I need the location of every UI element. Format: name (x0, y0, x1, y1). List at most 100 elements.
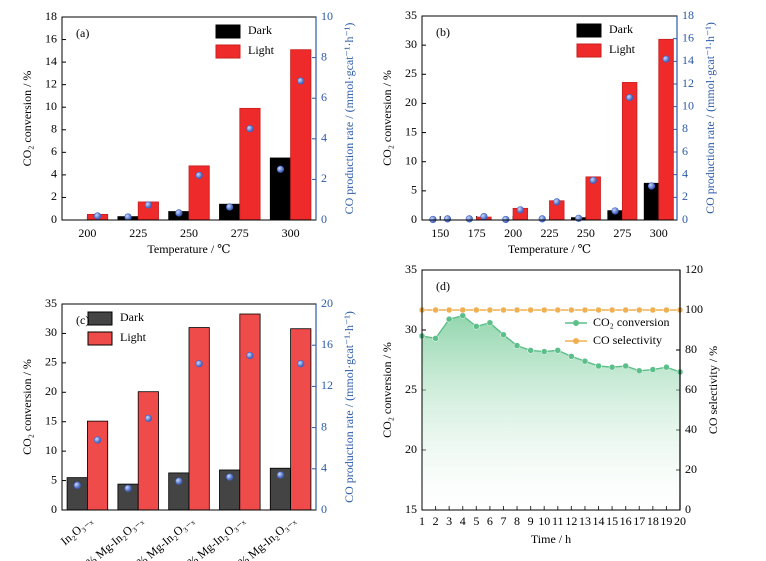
x-tick-label: 3 (446, 514, 452, 528)
y2-axis-label: CO production rate / (mmol·gcat⁻¹·h⁻¹) (703, 22, 717, 214)
y2-tick-label: 2 (321, 171, 327, 185)
y-tick-label: 30 (405, 37, 417, 51)
x-tick-label: 9 (528, 514, 534, 528)
rate-marker (195, 360, 203, 368)
x-axis-label: Temperature / ℃ (508, 242, 591, 256)
point (663, 306, 670, 314)
y-tick-label: 10 (45, 443, 57, 457)
x-tick-label: 200 (78, 226, 96, 240)
x-tick-label: 225 (541, 226, 559, 240)
y-axis-label: CO₂ conversion / % (20, 71, 34, 167)
point (540, 306, 548, 314)
x-tick-label: 15 (606, 514, 618, 528)
panel: 0 2 4 6 8 10 12 14 16 18 0 2 4 6 8 10 200 225 250 275 300 Dar… (20, 9, 356, 256)
legend-label: Dark (248, 23, 272, 37)
point (432, 335, 439, 342)
y2-axis-label: CO production rate / (mmol·gcat⁻¹·h⁻¹) (342, 23, 356, 215)
bar (137, 391, 159, 511)
point (459, 306, 466, 314)
plot-frame (421, 15, 678, 221)
y2-tick-label: 10 (321, 9, 333, 23)
point (527, 306, 534, 314)
y2-tick-label: 0 (685, 502, 691, 516)
rate-marker (611, 207, 619, 215)
rate-marker (175, 477, 183, 485)
point (622, 362, 629, 370)
rate-marker (276, 471, 285, 479)
y-tick-label: 20 (405, 442, 417, 456)
point (581, 306, 589, 314)
y2-tick-label: 8 (321, 49, 327, 63)
x-tick-label: 10 (538, 514, 550, 528)
x-tick-label: 250 (577, 226, 595, 240)
point (636, 306, 643, 314)
y-tick-label: 5 (51, 472, 57, 486)
point (486, 319, 494, 327)
y2-tick-label: 6 (321, 90, 327, 104)
point (486, 306, 494, 314)
y2-axis-label: CO production rate / (mmol·gcat⁻¹·h⁻¹) (342, 311, 356, 503)
point (636, 367, 643, 375)
y-tick-label: 12 (45, 76, 57, 90)
y2-tick-label: 120 (685, 262, 703, 276)
rate-marker (226, 473, 234, 481)
point (554, 306, 562, 314)
point (513, 342, 521, 349)
x-tick-label: 14 (593, 514, 605, 528)
x-tick-label: 275 (613, 226, 631, 240)
rate-marker (124, 213, 132, 221)
y2-tick-label: 20 (321, 296, 333, 310)
bar (658, 38, 674, 221)
panel-label: (b) (436, 25, 450, 39)
rate-marker (93, 436, 102, 444)
rate-marker (276, 165, 285, 173)
y2-tick-label: 80 (685, 342, 697, 356)
x-tick-label: 8 (514, 514, 520, 528)
rate-marker (480, 213, 488, 221)
x-axis-label: Temperature / ℃ (147, 242, 230, 256)
rate-marker (297, 77, 305, 85)
y-tick-label: 20 (405, 95, 417, 109)
panel-label: (d) (436, 279, 450, 293)
legend-label: Light (609, 42, 636, 56)
point (554, 347, 562, 354)
legend-swatch (87, 311, 113, 326)
x-tick-label: 19 (660, 514, 672, 528)
bar (188, 327, 210, 511)
panel-label: (a) (76, 26, 89, 40)
legend-marker (573, 338, 579, 344)
rate-marker (144, 201, 152, 209)
y2-tick-label: 16 (321, 337, 333, 351)
point (581, 357, 589, 365)
rate-marker (553, 198, 561, 206)
legend-swatch (87, 331, 113, 346)
y2-tick-label: 100 (685, 302, 703, 316)
y2-tick-label: 8 (321, 419, 327, 433)
rate-marker (429, 215, 437, 224)
point (568, 353, 575, 360)
y2-tick-label: 4 (321, 461, 327, 475)
y-tick-label: 35 (405, 262, 417, 276)
y-tick-label: 25 (405, 382, 417, 396)
y-tick-label: 6 (51, 144, 57, 158)
y-tick-label: 10 (45, 99, 57, 113)
point (568, 306, 575, 314)
y2-tick-label: 40 (685, 422, 697, 436)
y-tick-label: 2 (51, 189, 57, 203)
y-tick-label: 4 (51, 167, 57, 181)
x-tick-label: 6 (487, 514, 493, 528)
rate-marker (502, 215, 510, 224)
y-tick-label: 25 (405, 66, 417, 80)
y2-tick-label: 18 (682, 8, 694, 22)
legend-label: CO₂ conversion (593, 315, 670, 329)
y2-tick-label: 20 (685, 462, 697, 476)
y-axis-label: CO₂ conversion / % (380, 342, 394, 438)
x-tick-label: 16 (620, 514, 632, 528)
x-tick-label: 150 (431, 226, 449, 240)
rate-marker (246, 125, 254, 133)
point (527, 347, 534, 354)
y2-tick-label: 2 (682, 189, 688, 203)
